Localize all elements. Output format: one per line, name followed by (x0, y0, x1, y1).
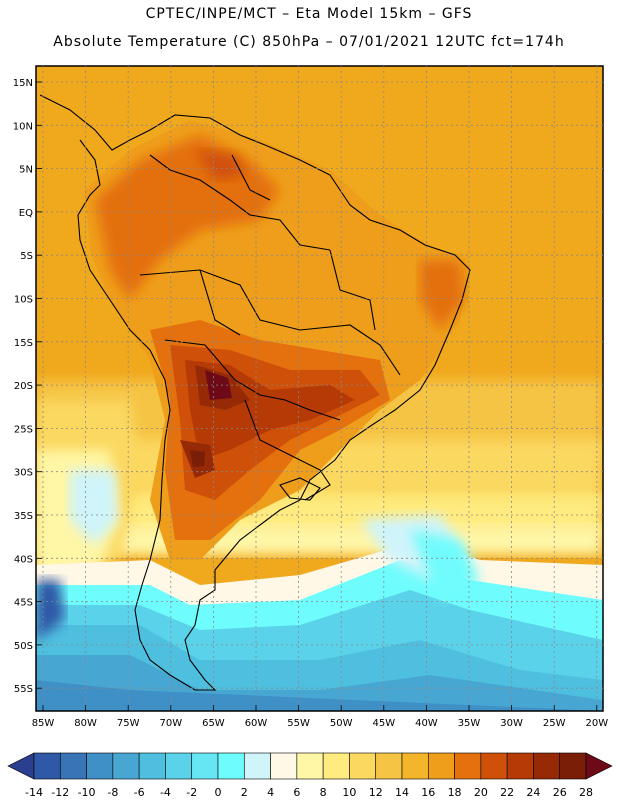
colorbar-swatch (427, 752, 455, 780)
colorbar-label: 8 (320, 786, 327, 799)
longitude-labels: 85W 80W 75W 70W 65W 60W 55W 50W 45W 40W 35W 30W 25W 2… (32, 718, 609, 729)
graticule (36, 66, 603, 711)
lon-label: 50W (330, 718, 353, 729)
colorbar-label: 28 (579, 786, 593, 799)
colorbar-label: -4 (160, 786, 171, 799)
lat-label: 5N (19, 165, 33, 176)
lat-label: 40S (14, 554, 33, 565)
lat-label: 10S (14, 295, 33, 306)
colorbar-label: 0 (215, 786, 222, 799)
colorbar-label: 22 (500, 786, 514, 799)
colorbar-label: -2 (186, 786, 197, 799)
colorbar-swatch (349, 752, 377, 780)
colorbar-label: -6 (134, 786, 145, 799)
lon-label: 25W (543, 718, 566, 729)
lat-label: 15N (13, 78, 33, 89)
colorbar-label: -10 (78, 786, 96, 799)
lon-label: 55W (287, 718, 310, 729)
colorbar-label: 6 (293, 786, 300, 799)
lon-label: 40W (415, 718, 438, 729)
lat-label: 10N (13, 121, 33, 132)
colorbar-swatch (86, 752, 114, 780)
colorbar-label: 18 (448, 786, 462, 799)
colorbar-swatch (191, 752, 219, 780)
lat-label: 20S (14, 381, 33, 392)
colorbar-swatch (480, 752, 508, 780)
colorbar-label: 16 (421, 786, 435, 799)
lon-label: 20W (585, 718, 608, 729)
colorbar-swatch (33, 752, 61, 780)
latitude-labels: 15N 10N 5N EQ 5S 10S 15S 20S 25S 30S 35S 40S 45S 50S 5… (13, 78, 33, 695)
lat-label: 30S (14, 468, 33, 479)
colorbar-swatch (559, 752, 587, 780)
colorbar-swatch (454, 752, 482, 780)
lat-label: EQ (19, 208, 33, 219)
colorbar-label: 24 (526, 786, 540, 799)
colorbar-swatch (217, 752, 245, 780)
colorbar-swatch (375, 752, 403, 780)
lon-label: 35W (458, 718, 481, 729)
lat-label: 25S (14, 424, 33, 435)
map-frame (35, 65, 604, 712)
colorbar-swatch (165, 752, 193, 780)
colorbar-label: -14 (25, 786, 43, 799)
lon-label: 75W (117, 718, 140, 729)
colorbar-label: 20 (474, 786, 488, 799)
colorbar-label: -8 (107, 786, 118, 799)
map-subtitle: Absolute Temperature (C) 850hPa – 07/01/… (53, 34, 565, 50)
colorbar-swatch (322, 752, 350, 780)
lon-label: 70W (159, 718, 182, 729)
lon-label: 85W (32, 718, 55, 729)
colorbar-swatch (138, 752, 166, 780)
colorbar-low-arrow (7, 752, 35, 780)
colorbar-swatch (506, 752, 534, 780)
colorbar-label: 26 (553, 786, 567, 799)
lon-label: 30W (500, 718, 523, 729)
lat-label: 5S (20, 251, 33, 262)
colorbar-swatch (296, 752, 324, 780)
colorbar-swatch (533, 752, 561, 780)
lon-label: 45W (372, 718, 395, 729)
map-title: CPTEC/INPE/MCT – Eta Model 15km – GFS (145, 6, 473, 22)
colorbar-high-arrow (585, 752, 613, 780)
lon-label: 65W (202, 718, 225, 729)
colorbar-swatch (243, 752, 271, 780)
colorbar-swatch (112, 752, 140, 780)
lat-label: 50S (14, 641, 33, 652)
lat-label: 15S (14, 338, 33, 349)
colorbar-swatch (401, 752, 429, 780)
colorbar-label: 14 (395, 786, 409, 799)
colorbar-label: -12 (51, 786, 69, 799)
colorbar-label: 10 (342, 786, 356, 799)
temperature-field (36, 66, 603, 711)
lat-label: 55S (14, 684, 33, 695)
lat-label: 35S (14, 511, 33, 522)
colorbar-swatch (59, 752, 87, 780)
colorbar: -14 -12 -10 -8 -6 -4 -2 0 2 4 6 8 10 12 14 16 18 20 22 24 26… (7, 752, 613, 799)
lat-label: 45S (14, 598, 33, 609)
lon-label: 60W (245, 718, 268, 729)
colorbar-label: 2 (241, 786, 248, 799)
colorbar-label: 12 (369, 786, 383, 799)
colorbar-swatch (270, 752, 298, 780)
coastline (39, 94, 471, 691)
colorbar-label: 4 (267, 786, 274, 799)
lon-label: 80W (74, 718, 97, 729)
